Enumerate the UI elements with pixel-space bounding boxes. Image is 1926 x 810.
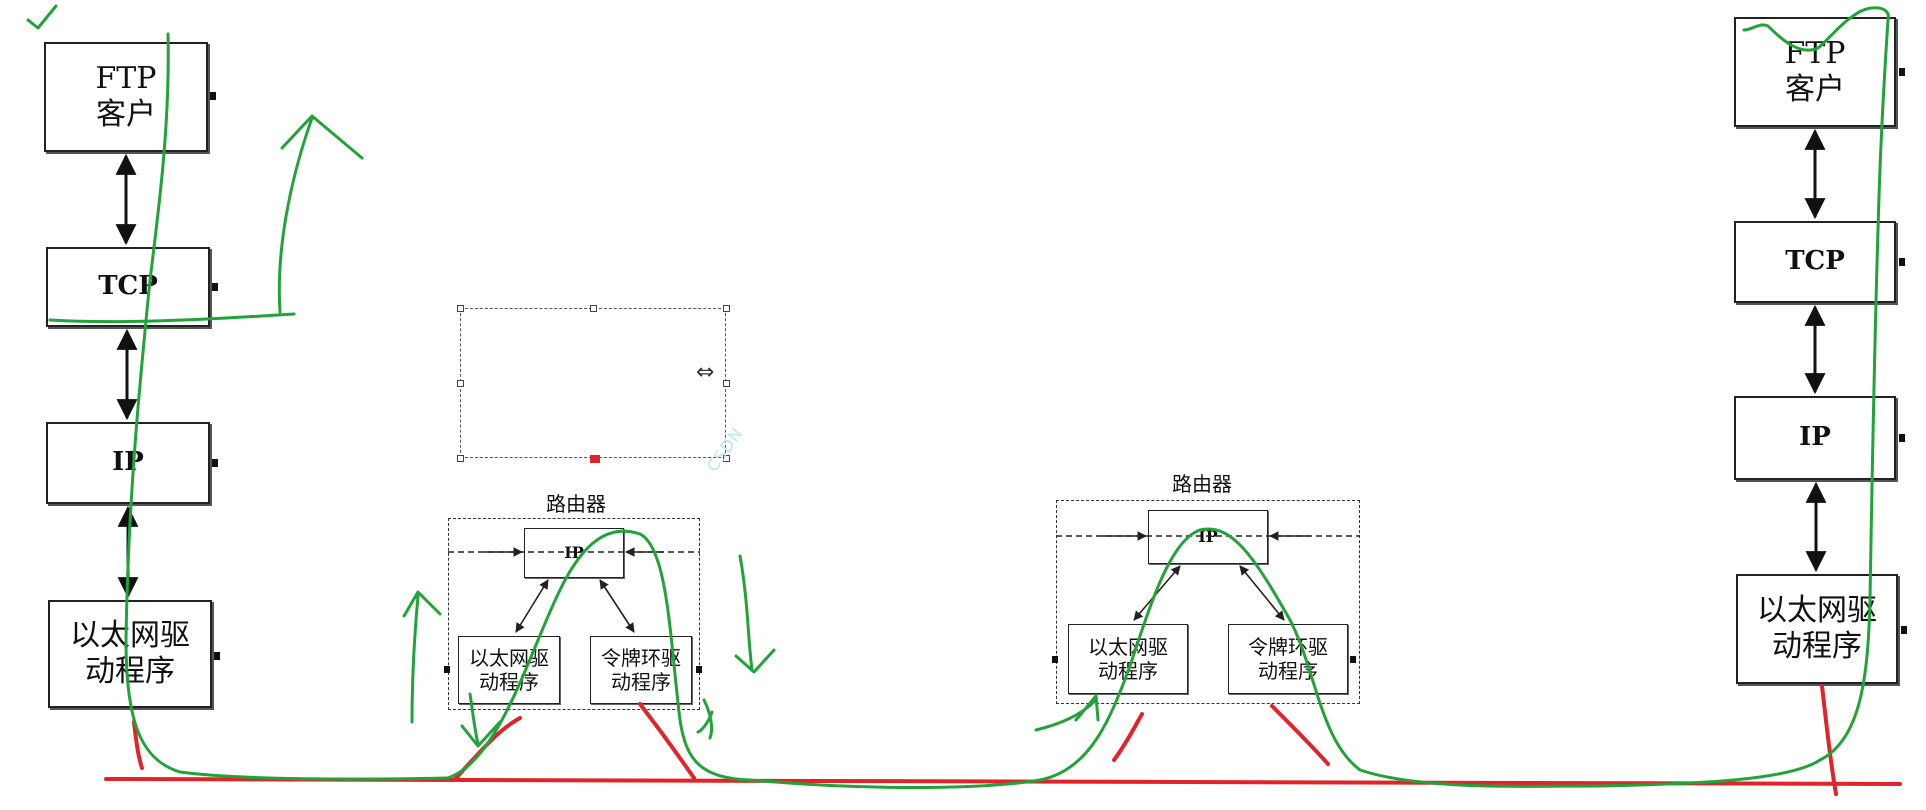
router1-tokenring-driver-box[interactable]: 令牌环驱 动程序 (590, 636, 692, 704)
right-tcp-box[interactable]: TCP (1734, 221, 1896, 303)
left-ip-box[interactable]: IP (46, 422, 210, 504)
red-mark-router2-right (1270, 704, 1330, 766)
router2-ip-tr-arrow (1239, 565, 1285, 621)
right-tcp-label: TCP (1785, 246, 1845, 277)
right-ip-port-tick (1899, 434, 1905, 442)
left-driver-port-tick (214, 652, 220, 660)
router2-ip-label: IP (1198, 527, 1218, 547)
green-router1-up-left (402, 590, 442, 724)
router2-internal-arrows (1052, 531, 1360, 663)
selection-handle-tm[interactable] (590, 305, 597, 312)
selection-handle-tr[interactable] (723, 305, 730, 312)
router1-right-port (696, 666, 702, 673)
green-up-arrow-left (277, 114, 364, 314)
green-tcp-underline (48, 312, 296, 324)
router1-ip-tr-arrow (599, 579, 635, 633)
selection-handle-tl[interactable] (457, 305, 464, 312)
router2-tokenring-driver-box[interactable]: 令牌环驱 动程序 (1228, 624, 1348, 694)
selection-handle-mr[interactable] (723, 380, 730, 387)
left-ftp-port-tick (210, 92, 216, 100)
left-ethernet-driver-label: 以太网驱 动程序 (70, 618, 190, 689)
red-mark-router1-right (638, 702, 696, 780)
green-router1-hump (446, 529, 1042, 789)
green-router1-down-arrow (460, 692, 502, 748)
selection-handle-ml[interactable] (457, 380, 464, 387)
green-router2-left-hook (1034, 694, 1100, 732)
green-between-routers-down (734, 554, 776, 674)
router1-left-port (444, 666, 450, 673)
router1-tokenring-driver-label: 令牌环驱 动程序 (601, 646, 681, 694)
router1-label: 路由器 (546, 492, 606, 516)
red-mark-left-host (132, 720, 144, 770)
router1-ip-eth-arrow (515, 579, 549, 633)
right-tcp-port-tick (1899, 258, 1905, 266)
router2-left-port (1052, 656, 1058, 663)
router2-outer-region (1056, 500, 1360, 704)
left-ftp-client-label: FTP 客户 (95, 61, 157, 132)
left-tcp-port-tick (212, 283, 218, 291)
horizontal-resize-icon[interactable]: ⇔ (696, 360, 715, 385)
green-right-host-rise (1742, 6, 1890, 762)
selection-handle-bm[interactable] (590, 455, 600, 463)
right-driver-port-tick (1901, 626, 1907, 634)
right-ip-box[interactable]: IP (1734, 396, 1896, 480)
router1-internal-arrows (444, 547, 702, 673)
selection-handle-bl[interactable] (457, 455, 464, 462)
red-mark-right-host (1820, 684, 1838, 796)
red-mark-router2-left (1112, 712, 1144, 762)
checkmark-icon (26, 4, 58, 30)
green-router1-right-hook (696, 698, 714, 740)
left-ftp-client-box[interactable]: FTP 客户 (44, 42, 208, 152)
router1-ethernet-driver-label: 以太网驱 动程序 (469, 646, 549, 694)
right-ftp-client-box[interactable]: FTP 客户 (1734, 17, 1896, 127)
router1-outer-region (448, 518, 700, 710)
right-stack-arrows (1804, 128, 1827, 573)
right-ftp-client-label: FTP 客户 (1784, 36, 1846, 107)
router2-right-port (1350, 656, 1356, 663)
right-ethernet-driver-label: 以太网驱 动程序 (1757, 593, 1877, 664)
left-ip-port-tick (212, 459, 218, 467)
green-annotations (26, 4, 1890, 789)
green-router2-hump (1038, 527, 1822, 788)
selection-handle-br[interactable] (723, 455, 730, 462)
right-ip-label: IP (1799, 422, 1831, 453)
left-stack-arrows (115, 153, 139, 599)
green-left-host-descent (124, 32, 450, 781)
right-ftp-port-tick (1899, 68, 1905, 76)
left-ip-label: IP (112, 447, 144, 478)
router2-label: 路由器 (1172, 472, 1232, 496)
